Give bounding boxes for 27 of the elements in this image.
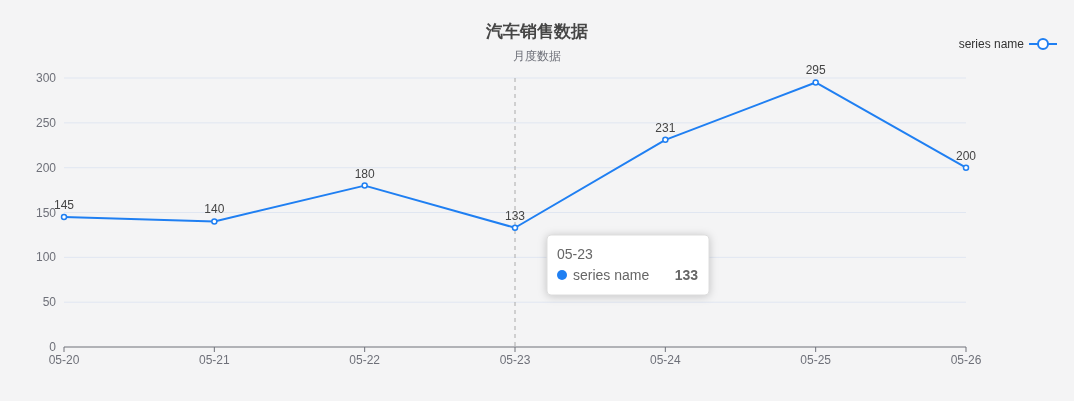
data-label: 200: [955, 148, 977, 163]
x-tick-label: 05-26: [950, 353, 982, 367]
y-tick-label: 100: [35, 250, 57, 265]
data-label: 295: [805, 63, 826, 78]
x-tick-label: 05-23: [499, 353, 531, 367]
x-tick-label: 05-24: [649, 353, 681, 367]
x-tick-label: 05-20: [48, 353, 80, 367]
legend-label: series name: [958, 37, 1025, 51]
x-tick-label: 05-25: [800, 353, 832, 367]
y-tick-label: 150: [35, 205, 57, 220]
y-tick-label: 250: [35, 115, 57, 130]
y-tick-label: 300: [35, 71, 57, 85]
x-tick-label: 05-22: [349, 353, 381, 367]
y-tick-label: 200: [35, 160, 57, 175]
data-label: 140: [204, 202, 225, 217]
x-tick-label: 05-21: [198, 353, 230, 367]
data-label: 180: [354, 166, 375, 181]
data-label: 133: [504, 208, 526, 223]
y-tick-label: 0: [49, 340, 57, 354]
chart-subtitle: 月度数据: [513, 49, 561, 63]
chart-title: 汽车销售数据: [485, 22, 588, 41]
data-label: 231: [655, 120, 676, 135]
tooltip: 05-23 series name 133: [546, 234, 710, 296]
annotation: 05-23: [557, 246, 594, 262]
annotation: 133: [674, 267, 699, 283]
y-tick-label: 50: [42, 295, 57, 310]
annotation: series name: [573, 267, 650, 283]
